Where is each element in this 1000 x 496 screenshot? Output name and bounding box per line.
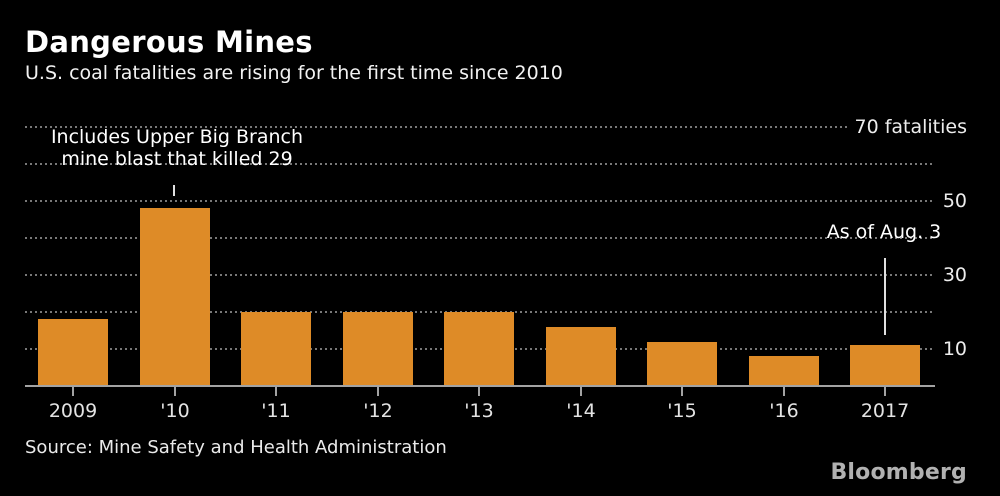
bar (38, 319, 108, 386)
annotation-as-of-date: As of Aug. 3 (804, 221, 964, 243)
gridline (25, 126, 847, 128)
y-axis-label: 50 (942, 190, 967, 212)
gridline (25, 274, 935, 276)
bar (241, 312, 311, 386)
annotation-upper-big-branch: Includes Upper Big Branch mine blast tha… (37, 126, 317, 170)
x-axis-label: '15 (667, 400, 697, 422)
source-note: Source: Mine Safety and Health Administr… (25, 437, 447, 458)
y-axis-label: 10 (942, 338, 967, 360)
x-axis-tick (681, 387, 683, 396)
annotation-pointer-tick (173, 185, 175, 196)
chart-subtitle: U.S. coal fatalities are rising for the … (25, 62, 563, 84)
bar (749, 356, 819, 386)
gridline (25, 237, 935, 239)
bar (850, 345, 920, 386)
x-axis-tick (174, 387, 176, 396)
chart-title: Dangerous Mines (25, 25, 313, 59)
x-axis-tick (275, 387, 277, 396)
x-axis-tick (783, 387, 785, 396)
y-axis-label: 30 (942, 264, 967, 286)
x-axis-label: '11 (261, 400, 291, 422)
x-axis-label: 2009 (48, 400, 98, 422)
x-axis-line (25, 385, 935, 387)
bloomberg-logo: Bloomberg (830, 460, 967, 485)
annotation-as-of-date-text: As of Aug. 3 (826, 221, 942, 243)
x-axis-label: '10 (160, 400, 190, 422)
x-axis-label: '13 (464, 400, 494, 422)
gridline (25, 200, 935, 202)
bar (343, 312, 413, 386)
x-axis-tick (72, 387, 74, 396)
y-axis-label: 70 fatalities (854, 116, 967, 138)
x-axis-label: '14 (566, 400, 596, 422)
bar (546, 327, 616, 386)
bar (140, 208, 210, 386)
bar (444, 312, 514, 386)
x-axis-tick (377, 387, 379, 396)
annotation-pointer-line (884, 258, 886, 335)
annotation-upper-big-branch-line-1: Includes Upper Big Branch (50, 126, 304, 148)
x-axis-tick (580, 387, 582, 396)
bar (647, 342, 717, 386)
gridline (25, 163, 935, 165)
x-axis-tick (478, 387, 480, 396)
x-axis-label: '16 (769, 400, 799, 422)
x-axis-label: 2017 (860, 400, 910, 422)
annotation-upper-big-branch-line-2: mine blast that killed 29 (61, 148, 293, 170)
x-axis-label: '12 (363, 400, 393, 422)
x-axis-tick (884, 387, 886, 396)
